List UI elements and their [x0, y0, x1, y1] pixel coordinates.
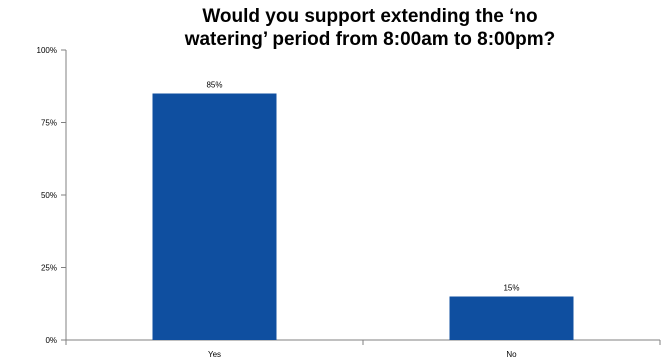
y-tick-label: 100% [37, 46, 57, 55]
bars [152, 93, 574, 340]
bar-no [449, 296, 574, 340]
chart-title: Would you support extending the ‘no wate… [150, 5, 590, 51]
bar-yes [152, 93, 277, 340]
data-label-yes: 85% [206, 81, 222, 90]
y-tick-label: 25% [41, 264, 57, 273]
x-axis-labels: Yes No [208, 350, 517, 359]
chart-title-line-2: watering’ period from 8:00am to 8:00pm? [184, 29, 556, 50]
x-axis-ticks [65, 340, 661, 345]
x-tick-label-no: No [506, 350, 517, 359]
y-tick-label: 75% [41, 119, 57, 128]
y-tick-label: 0% [45, 336, 57, 345]
x-tick-label-yes: Yes [208, 350, 221, 359]
chart-title-line-1: Would you support extending the ‘no [202, 6, 538, 27]
y-axis-ticks: 0% 25% 50% 75% 100% [37, 46, 66, 345]
y-tick-label: 50% [41, 191, 57, 200]
data-label-no: 15% [503, 284, 519, 293]
data-labels: 85% 15% [206, 81, 519, 293]
